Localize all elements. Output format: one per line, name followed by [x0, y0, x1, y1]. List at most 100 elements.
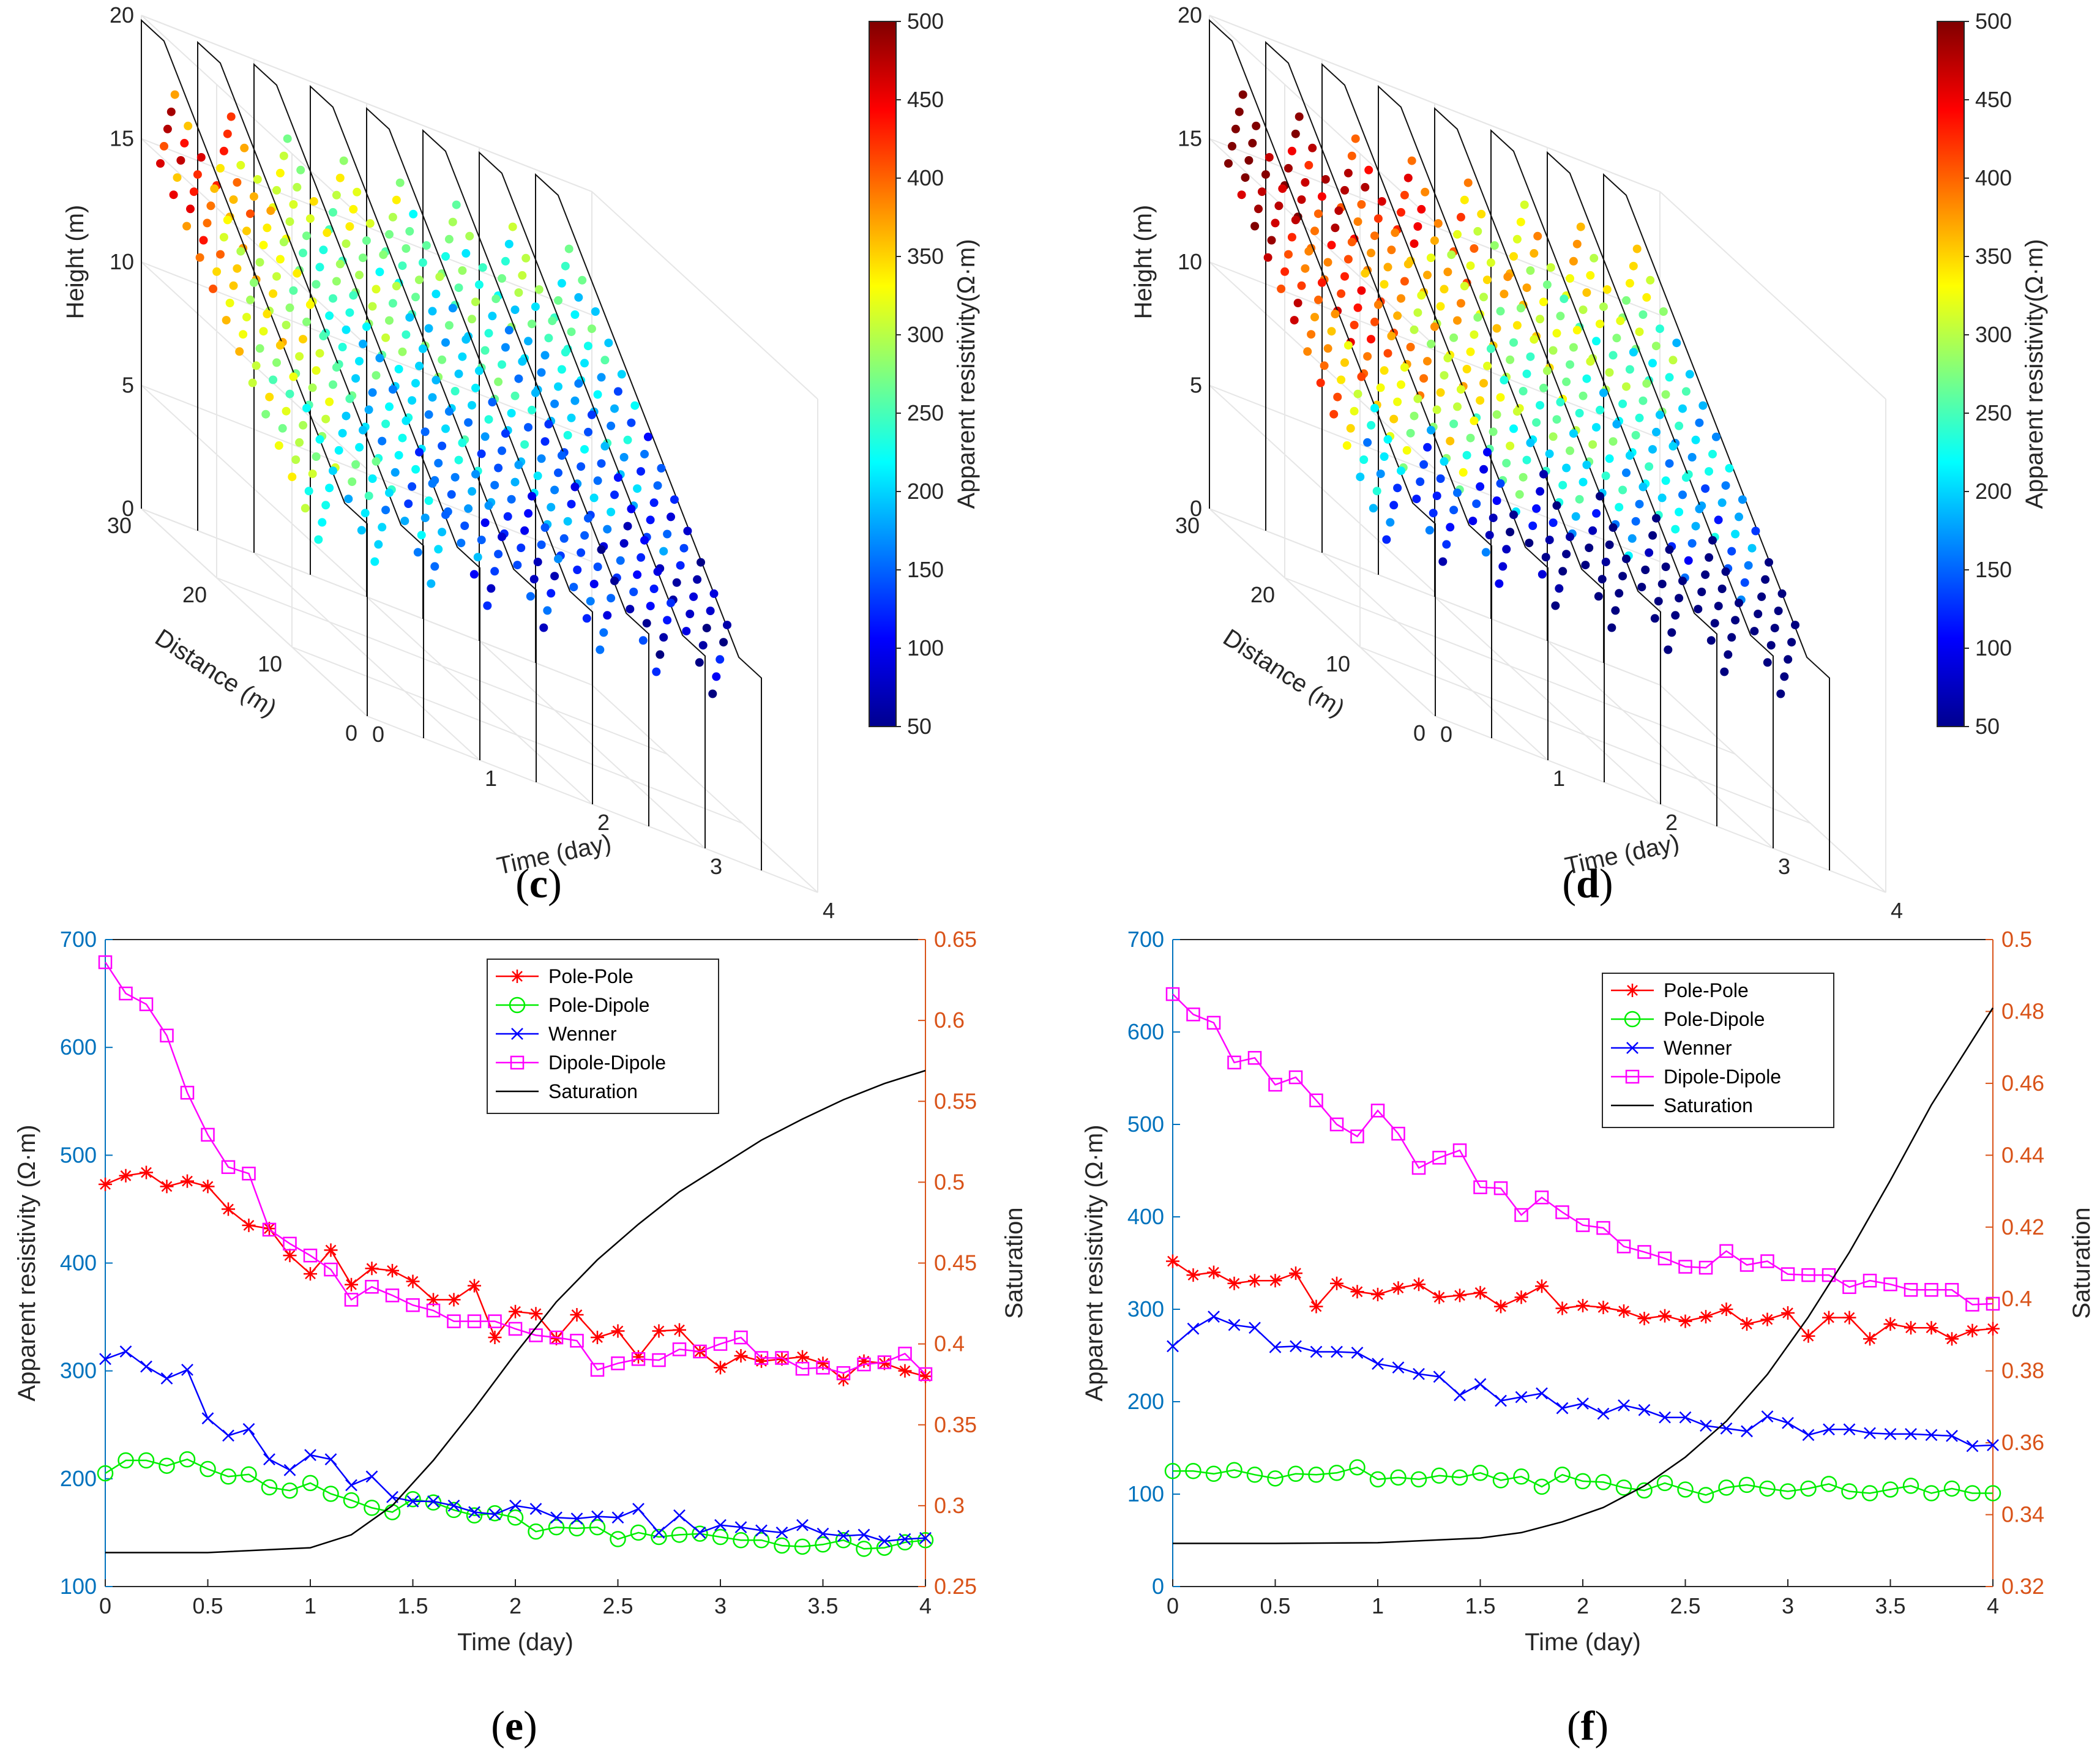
- data-point: [1695, 504, 1704, 514]
- data-point: [1546, 263, 1555, 272]
- data-point: [1412, 1277, 1426, 1292]
- data-point: [180, 1085, 195, 1100]
- legend-label: Wenner: [1664, 1037, 1732, 1059]
- x-tick-label: 3: [710, 854, 722, 879]
- data-point: [529, 1503, 542, 1516]
- data-point: [1456, 212, 1465, 222]
- data-point: [1228, 141, 1236, 151]
- data-point: [561, 348, 570, 357]
- data-point: [1516, 304, 1525, 313]
- data-point: [447, 1499, 460, 1512]
- data-point: [1412, 495, 1421, 504]
- data-point: [1522, 455, 1531, 465]
- data-point: [1496, 307, 1505, 316]
- legend-marker: [510, 1055, 525, 1070]
- data-point: [201, 1180, 215, 1194]
- data-point: [1594, 592, 1603, 601]
- data-point: [1400, 190, 1409, 200]
- data-point: [498, 360, 506, 369]
- data-point: [652, 667, 661, 676]
- data-point: [1308, 1467, 1325, 1483]
- data-point: [1530, 335, 1539, 344]
- data-point: [370, 557, 379, 566]
- data-point: [461, 249, 471, 258]
- data-point: [633, 570, 642, 579]
- data-point: [1675, 507, 1684, 517]
- data-point: [1582, 374, 1591, 383]
- data-point: [1740, 578, 1749, 587]
- data-point: [540, 437, 550, 446]
- data-point: [255, 258, 264, 267]
- data-point: [637, 467, 645, 476]
- data-point: [593, 563, 602, 571]
- data-point: [229, 281, 238, 290]
- data-point: [282, 406, 291, 416]
- data-point: [355, 271, 364, 280]
- y2-tick-label: 0.34: [2001, 1502, 2044, 1527]
- data-point: [458, 438, 467, 447]
- colorbar-tick-label: 300: [1975, 322, 2012, 347]
- data-point: [574, 293, 583, 302]
- data-point: [1822, 1310, 1836, 1325]
- data-point: [1433, 1370, 1446, 1383]
- data-point: [239, 330, 248, 339]
- data-point: [406, 1298, 420, 1312]
- data-point: [1492, 1472, 1509, 1489]
- data-point: [667, 512, 675, 522]
- y-tick-label: 20: [182, 582, 207, 607]
- data-point: [1904, 1283, 1918, 1297]
- data-point: [1659, 1411, 1671, 1424]
- data-point: [1363, 438, 1372, 447]
- data-point: [1622, 382, 1631, 391]
- data-point: [616, 556, 625, 565]
- data-point: [1545, 536, 1554, 545]
- data-point: [1476, 396, 1485, 405]
- data-point: [878, 1356, 891, 1370]
- y2-tick-label: 0.44: [2001, 1142, 2044, 1167]
- data-point: [611, 1511, 624, 1524]
- data-point: [314, 535, 323, 544]
- data-point: [695, 658, 704, 667]
- data-point: [1328, 1465, 1345, 1481]
- data-point: [329, 208, 337, 217]
- data-point: [199, 236, 208, 245]
- data-point: [578, 275, 587, 285]
- data-point: [193, 170, 202, 179]
- data-point: [1781, 1267, 1795, 1281]
- data-point: [242, 1423, 255, 1435]
- data-point: [613, 387, 622, 396]
- data-point: [1492, 496, 1501, 505]
- data-point: [1493, 1181, 1508, 1195]
- data-point: [173, 173, 182, 182]
- data-point: [1432, 492, 1441, 501]
- data-point: [427, 1495, 439, 1508]
- data-point: [1370, 231, 1379, 241]
- data-point: [289, 200, 298, 209]
- data-point: [1421, 187, 1430, 196]
- data-point: [627, 418, 636, 427]
- data-point: [1987, 1439, 1999, 1451]
- data-point: [1342, 441, 1351, 450]
- data-point: [501, 256, 510, 266]
- data-point: [610, 490, 619, 499]
- data-point: [179, 1451, 196, 1468]
- data-point: [734, 1349, 748, 1363]
- data-point: [1864, 1427, 1876, 1440]
- y-tick-label: 700: [60, 927, 97, 952]
- data-point: [1650, 614, 1659, 623]
- data-point: [324, 1243, 338, 1257]
- data-point: [1373, 214, 1383, 223]
- data-point: [1842, 1280, 1856, 1295]
- data-point: [390, 468, 400, 477]
- data-point: [1884, 1427, 1897, 1440]
- data-point: [1423, 357, 1432, 366]
- y-tick-label: 700: [1127, 927, 1164, 952]
- data-point: [1277, 284, 1286, 293]
- data-point: [305, 300, 315, 309]
- data-point: [365, 1470, 378, 1483]
- data-point: [118, 1452, 134, 1469]
- data-point: [1426, 253, 1435, 263]
- data-point: [348, 477, 357, 486]
- data-point: [1766, 641, 1776, 650]
- data-point: [1551, 601, 1560, 610]
